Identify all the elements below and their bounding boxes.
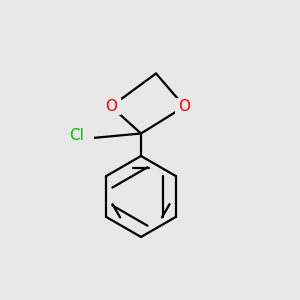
Bar [101,98,121,115]
Text: O: O [105,99,117,114]
Text: Cl: Cl [69,128,84,143]
Text: O: O [178,99,190,114]
Bar [175,98,194,115]
Bar [59,132,94,147]
